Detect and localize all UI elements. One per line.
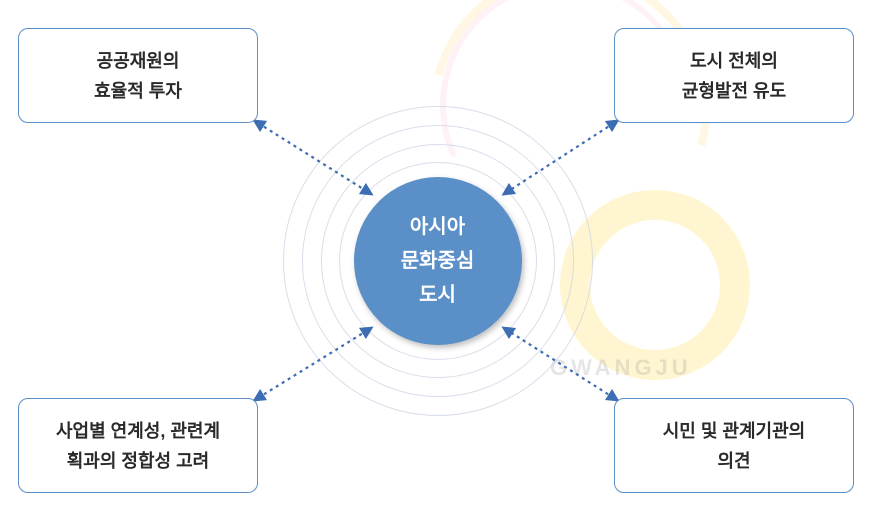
box-br-line2: 의견 [717, 446, 750, 476]
box-top-left: 공공재원의 효율적 투자 [18, 28, 258, 123]
center-node: 아시아 문화중심 도시 [354, 177, 522, 345]
arrow-br [507, 330, 614, 398]
arrow-bl [258, 330, 368, 398]
box-tl-line1: 공공재원의 [97, 46, 180, 76]
box-br-line1: 시민 및 관계기관의 [663, 416, 805, 446]
box-bottom-left: 사업별 연계성, 관련계 획과의 정합성 고려 [18, 398, 258, 493]
center-line3: 도시 [419, 278, 456, 312]
box-tl-line2: 효율적 투자 [94, 76, 182, 106]
arrow-tl [258, 123, 368, 192]
box-bottom-right: 시민 및 관계기관의 의견 [614, 398, 854, 493]
box-top-right: 도시 전체의 균형발전 유도 [614, 28, 854, 123]
arrow-tr [507, 123, 614, 192]
box-bl-line2: 획과의 정합성 고려 [67, 446, 209, 476]
box-bl-line1: 사업별 연계성, 관련계 [56, 416, 220, 446]
box-tr-line1: 도시 전체의 [690, 46, 778, 76]
center-line1: 아시아 [410, 210, 465, 244]
center-line2: 문화중심 [401, 244, 475, 278]
box-tr-line2: 균형발전 유도 [682, 76, 786, 106]
